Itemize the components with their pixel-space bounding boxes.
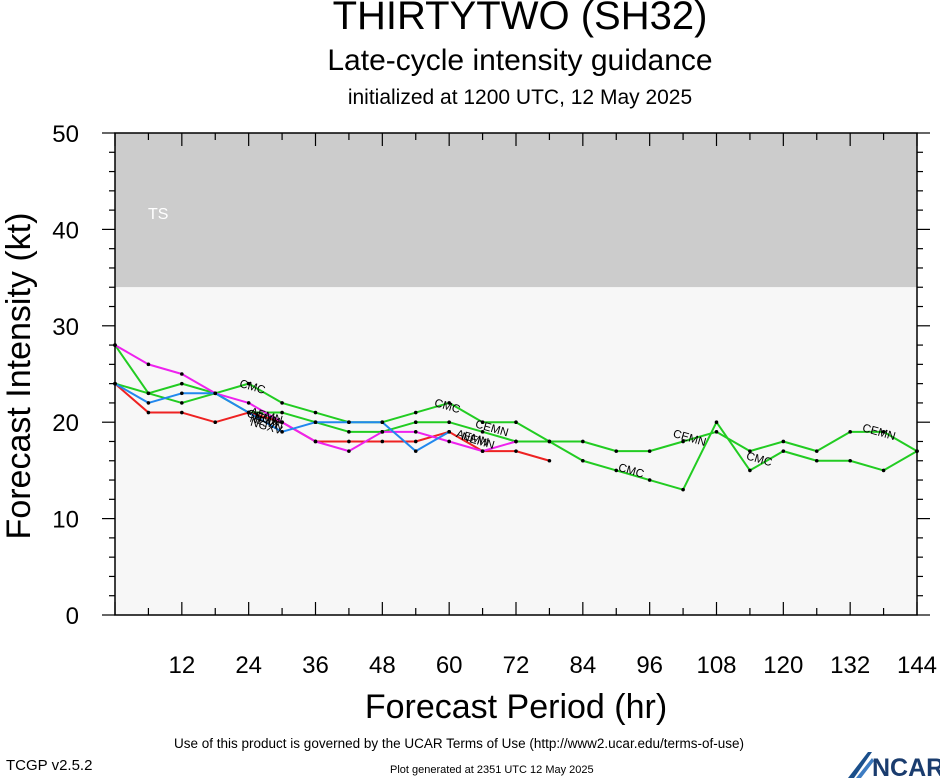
data-point-cmc-15 (614, 468, 619, 473)
data-point-cmc-17 (681, 487, 685, 492)
data-point-aemn-7 (347, 449, 351, 453)
data-point-ngx-2 (180, 391, 184, 396)
data-point-cemn-13 (547, 439, 552, 444)
ncar-logo-text: NCAR (872, 754, 940, 780)
y-tick-label-40: 40 (52, 217, 79, 244)
ncar-logo-mark (848, 752, 874, 778)
data-point-cemn-17 (681, 439, 685, 444)
data-point-nemn-2 (180, 410, 184, 415)
data-point-ngx-4 (246, 410, 251, 415)
data-point-cmc-18 (714, 420, 719, 425)
data-point-cmc-14 (581, 458, 585, 463)
y-tick-label-30: 30 (52, 314, 79, 341)
data-point-aemn-2 (180, 372, 184, 376)
data-point-cmc-2 (180, 381, 184, 386)
data-point-ngx-7 (347, 420, 351, 425)
data-point-cemn-23 (881, 430, 886, 434)
data-point-cemn-2 (180, 401, 184, 405)
data-point-cmc-22 (848, 458, 852, 463)
plot-generated-time: Plot generated at 2351 UTC 12 May 2025 (390, 764, 594, 776)
x-tick-label-132: 132 (830, 652, 870, 679)
chart-subtitle: Late-cycle intensity guidance (327, 44, 713, 77)
data-point-cmc-10 (447, 401, 451, 405)
version-label: TCGP v2.5.2 (6, 757, 93, 774)
data-point-cmc-12 (514, 420, 518, 425)
data-point-cmc-9 (413, 410, 418, 415)
data-point-cemn-1 (146, 391, 151, 396)
data-point-cemn-18 (714, 430, 719, 434)
data-point-cmc-21 (814, 458, 819, 463)
data-point-ngx-3 (213, 391, 218, 396)
y-axis-title: Forecast Intensity (kt) (0, 213, 38, 540)
data-point-ngx-10 (447, 430, 451, 434)
data-point-nemn-8 (380, 439, 385, 444)
series-line-nemn (114, 382, 550, 462)
data-point-aemn-12 (514, 439, 518, 444)
y-tick-label-50: 50 (52, 121, 79, 148)
y-tick-label-0: 0 (66, 603, 79, 630)
x-tick-label-120: 120 (763, 652, 803, 679)
data-point-nemn-9 (413, 439, 418, 444)
data-point-cmc-23 (881, 468, 886, 473)
data-point-cemn-10 (447, 420, 451, 425)
data-point-cmc-5 (280, 401, 284, 405)
data-point-nemn-13 (547, 458, 552, 463)
data-point-cemn-7 (347, 430, 351, 434)
x-tick-label-84: 84 (569, 652, 596, 679)
data-point-cemn-22 (848, 430, 852, 434)
x-tick-label-12: 12 (168, 652, 195, 679)
x-tick-label-36: 36 (302, 652, 329, 679)
data-point-aemn-11 (480, 449, 485, 453)
data-point-ngx-1 (146, 401, 151, 405)
data-point-cmc-11 (480, 420, 485, 425)
data-point-cemn-21 (814, 449, 819, 453)
data-point-nemn-7 (347, 439, 351, 444)
data-point-cemn-11 (480, 430, 485, 434)
data-point-aemn-5 (280, 420, 284, 425)
terms-of-use-text: Use of this product is governed by the U… (174, 736, 744, 751)
data-point-ngx-8 (380, 420, 385, 425)
y-tick-label-10: 10 (52, 507, 79, 534)
data-point-aemn-4 (246, 401, 251, 405)
x-axis-title: Forecast Period (hr) (365, 688, 667, 726)
data-point-ngx-9 (413, 449, 418, 453)
x-tick-label-48: 48 (369, 652, 396, 679)
data-point-ngx-5 (280, 430, 284, 434)
data-point-ngx-6 (313, 420, 318, 425)
data-point-aemn-9 (413, 430, 418, 434)
data-point-aemn-8 (380, 430, 385, 434)
data-point-cmc-6 (313, 410, 318, 415)
data-point-cmc-4 (246, 381, 251, 386)
chart-init-time: initialized at 1200 UTC, 12 May 2025 (347, 86, 693, 109)
data-point-cemn-16 (647, 449, 652, 453)
x-tick-label-108: 108 (696, 652, 736, 679)
data-point-nemn-3 (213, 420, 218, 425)
x-tick-label-96: 96 (636, 652, 663, 679)
data-point-aemn-10 (447, 439, 451, 444)
x-tick-label-72: 72 (503, 652, 530, 679)
data-point-cemn-15 (614, 449, 619, 453)
data-point-nemn-1 (146, 410, 151, 415)
data-point-cmc-16 (647, 478, 652, 482)
y-tick-label-20: 20 (52, 410, 79, 437)
data-point-cmc-19 (748, 468, 752, 473)
data-point-aemn-6 (313, 439, 318, 444)
data-point-cemn-14 (581, 439, 585, 444)
band-label-ts: TS (148, 206, 168, 223)
ncar-logo: NCAR (848, 752, 940, 780)
chart-title: THIRTYTWO (SH32) (332, 0, 708, 38)
intensity-band-ts (115, 133, 917, 288)
data-point-aemn-1 (146, 362, 151, 367)
x-tick-label-24: 24 (235, 652, 262, 679)
data-point-nemn-12 (514, 449, 518, 453)
data-point-cemn-19 (748, 449, 752, 453)
data-point-cemn-20 (781, 439, 786, 444)
data-point-cmc-20 (781, 449, 786, 453)
data-point-cemn-5 (280, 410, 284, 415)
x-tick-label-60: 60 (436, 652, 463, 679)
data-point-cemn-9 (413, 420, 418, 425)
x-tick-label-144: 144 (897, 652, 937, 679)
